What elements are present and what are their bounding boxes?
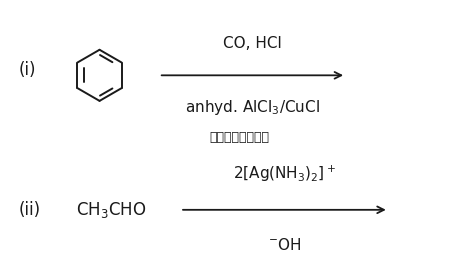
Text: CH$_3$CHO: CH$_3$CHO — [76, 200, 146, 220]
Text: ಅನಾ್ರ್ಡ್: ಅನಾ್ರ್ಡ್ — [210, 131, 269, 144]
Text: $^{-}$OH: $^{-}$OH — [268, 237, 301, 253]
Text: (ii): (ii) — [19, 201, 41, 219]
Text: CO, HCl: CO, HCl — [223, 36, 282, 51]
Text: anhyd. AlCl$_3$/CuCl: anhyd. AlCl$_3$/CuCl — [185, 98, 320, 117]
Text: 2[Ag(NH$_3$)$_2$]$^+$: 2[Ag(NH$_3$)$_2$]$^+$ — [233, 163, 336, 184]
Text: (i): (i) — [19, 61, 36, 79]
